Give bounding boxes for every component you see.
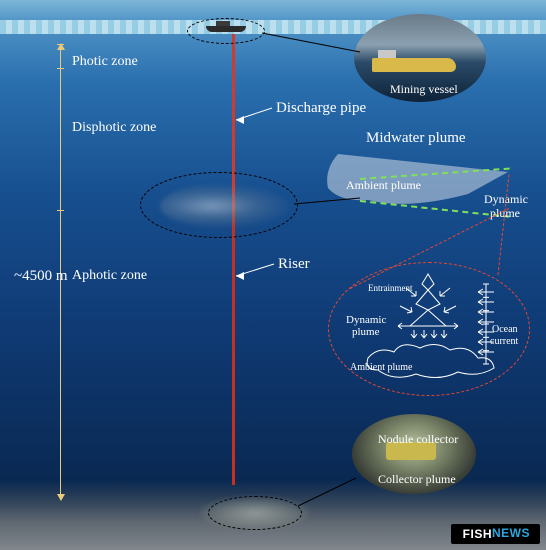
watermark-text-b: NEWS xyxy=(492,526,530,540)
watermark-badge: FISHNEWS xyxy=(451,524,540,544)
watermark-text-a: FISH xyxy=(463,527,492,541)
connector-lines xyxy=(0,0,546,550)
